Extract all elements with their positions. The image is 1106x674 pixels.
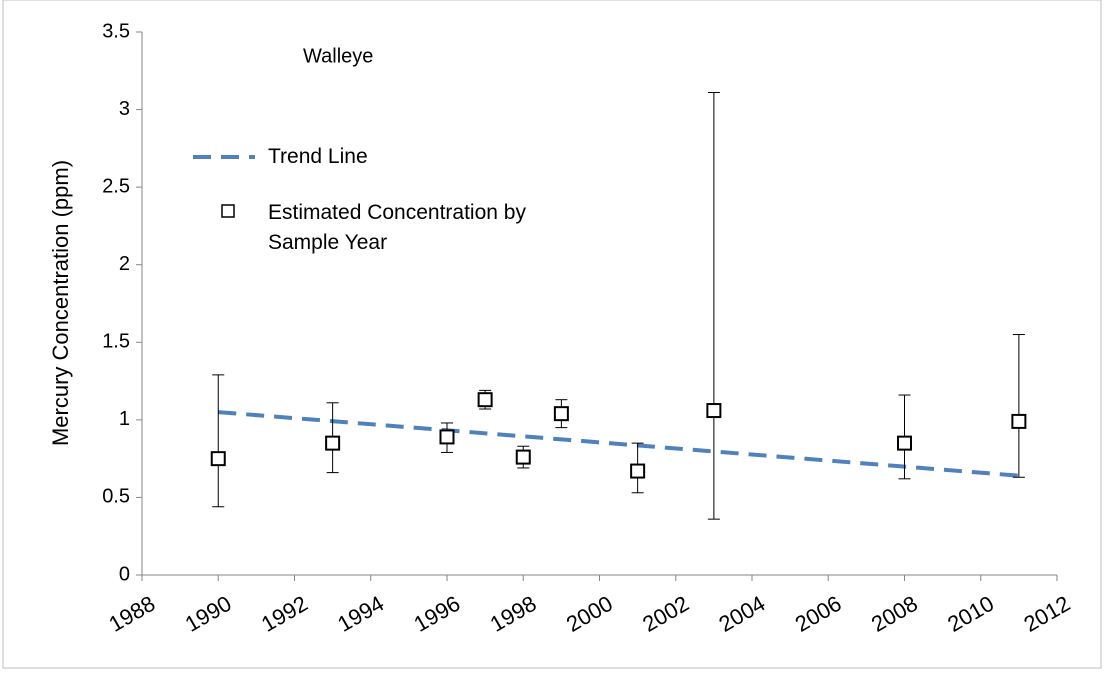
x-tick-label: 1988 bbox=[105, 591, 160, 637]
legend-label: Trend Line bbox=[268, 145, 368, 168]
legend-swatch bbox=[221, 204, 235, 218]
x-tick-label: 1990 bbox=[181, 591, 236, 637]
x-tick-label: 2012 bbox=[1020, 591, 1075, 637]
y-tick-label: 0 bbox=[119, 563, 130, 585]
y-tick-label: 2 bbox=[119, 253, 130, 275]
x-tick-label: 1998 bbox=[486, 591, 541, 637]
data-point bbox=[325, 435, 341, 451]
data-point bbox=[439, 429, 455, 445]
data-point bbox=[553, 406, 569, 422]
data-point bbox=[1011, 413, 1027, 429]
annotation: Walleye bbox=[303, 45, 373, 67]
x-tick-label: 2006 bbox=[791, 591, 846, 637]
x-tick-label: 2000 bbox=[562, 591, 617, 637]
data-point bbox=[515, 449, 531, 465]
x-tick-label: 1994 bbox=[333, 591, 388, 637]
data-point bbox=[706, 403, 722, 419]
x-tick-label: 2010 bbox=[943, 591, 998, 637]
x-tick-label: 2002 bbox=[638, 591, 693, 637]
y-tick-label: 1 bbox=[119, 408, 130, 430]
y-tick-label: 2.5 bbox=[102, 175, 130, 197]
trend-line bbox=[218, 410, 1020, 478]
x-tick-label: 2008 bbox=[867, 591, 922, 637]
y-tick-label: 1.5 bbox=[102, 331, 130, 353]
y-tick-label: 0.5 bbox=[102, 486, 130, 508]
data-point bbox=[210, 451, 226, 467]
x-tick-label: 1996 bbox=[410, 591, 465, 637]
legend-label: Estimated Concentration by Sample Year bbox=[268, 201, 526, 254]
data-point bbox=[630, 463, 646, 479]
y-tick-label: 3.5 bbox=[102, 20, 130, 42]
x-tick-label: 2004 bbox=[715, 591, 770, 637]
data-point bbox=[477, 392, 493, 408]
data-point bbox=[897, 435, 912, 451]
y-tick-label: 3 bbox=[119, 98, 130, 120]
x-tick-label: 1992 bbox=[257, 591, 312, 637]
y-axis-label: Mercury Concentration (ppm) bbox=[48, 160, 73, 446]
